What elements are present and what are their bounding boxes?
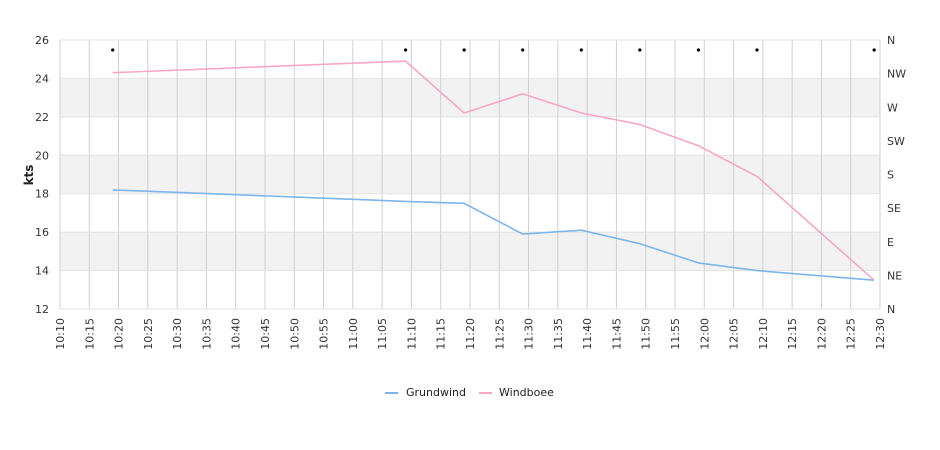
x-tick-label: 12:20: [815, 318, 828, 350]
x-tick-label: 12:15: [786, 318, 799, 350]
x-tick-label: 11:35: [552, 318, 565, 350]
right-axis-label: N: [887, 34, 895, 47]
series-line-windboee: [112, 60, 875, 281]
right-axis-label: SE: [887, 202, 901, 215]
right-axis-label: E: [887, 236, 894, 249]
right-axis-label: W: [887, 101, 898, 114]
x-tick-label: 10:30: [171, 318, 184, 350]
x-tick-label: 11:15: [435, 318, 448, 350]
x-tick-label: 12:30: [874, 318, 887, 350]
direction-marker: [755, 48, 759, 52]
series-lines: [112, 60, 875, 281]
x-tick-label: 10:50: [288, 318, 301, 350]
x-tick-label: 11:40: [581, 318, 594, 350]
x-tick-label: 10:55: [318, 318, 331, 350]
y-tick-label: 14: [35, 265, 49, 278]
direction-marker: [696, 48, 701, 52]
x-tick-label: 11:05: [376, 318, 389, 350]
direction-marker: [521, 48, 525, 52]
direction-markers: [111, 48, 876, 52]
right-axis-label: NE: [887, 269, 902, 282]
y-tick-label: 22: [35, 111, 49, 124]
x-tick-label: 12:00: [698, 318, 711, 350]
x-tick-label: 11:30: [523, 318, 536, 350]
y-tick-label: 16: [35, 226, 49, 239]
x-tick-label: 10:40: [230, 318, 243, 350]
right-axis-label: NW: [887, 68, 906, 81]
x-tick-label: 10:35: [200, 318, 213, 350]
x-tick-label: 11:45: [610, 318, 623, 350]
right-axis-label: N: [887, 303, 895, 316]
legend-label-grundwind: Grundwind: [406, 386, 466, 399]
legend: Grundwind Windboee: [385, 386, 554, 399]
x-tick-label: 12:25: [845, 318, 858, 350]
y-tick-label: 18: [35, 188, 49, 201]
x-tick-label: 11:10: [405, 318, 418, 350]
direction-marker: [403, 48, 408, 52]
x-tick-label: 10:20: [113, 318, 126, 350]
x-tick-label: 10:25: [142, 318, 155, 350]
y-tick-label: 26: [35, 34, 49, 47]
y-axis-title: kts: [22, 165, 36, 186]
x-tick-label: 11:20: [464, 318, 477, 350]
x-tick-label: 11:00: [347, 318, 360, 350]
x-tick-label: 11:50: [640, 318, 653, 350]
y-tick-label: 24: [35, 72, 49, 85]
right-axis-label: SW: [887, 135, 905, 148]
x-tick-label: 10:45: [259, 318, 272, 350]
x-tick-label: 10:10: [54, 318, 67, 350]
series-line-grundwind: [112, 189, 875, 281]
legend-label-windboee: Windboee: [499, 386, 554, 399]
x-tick-label: 12:05: [728, 318, 741, 350]
direction-marker: [579, 48, 583, 52]
x-tick-label: 11:25: [493, 318, 506, 350]
x-axis-tick-labels: 10:10 10:15 10:20 10:25 10:30 10:35 10:40 10:45…: [54, 318, 887, 350]
direction-marker: [638, 48, 642, 52]
vertical-gridlines: [59, 40, 881, 309]
direction-marker: [872, 48, 876, 52]
y-tick-label: 12: [35, 303, 49, 316]
direction-marker: [462, 48, 466, 52]
x-tick-label: 11:55: [669, 318, 682, 350]
y-tick-label: 20: [35, 149, 49, 162]
direction-marker: [111, 48, 115, 52]
x-tick-label: 10:15: [83, 318, 96, 350]
right-axis-direction-labels: N NE E SE S SW W NW N: [887, 34, 906, 316]
right-axis-label: S: [887, 169, 894, 182]
y-axis-tick-labels: 12 14 16 18 20 22 24 26: [35, 34, 49, 316]
x-tick-label: 12:10: [757, 318, 770, 350]
